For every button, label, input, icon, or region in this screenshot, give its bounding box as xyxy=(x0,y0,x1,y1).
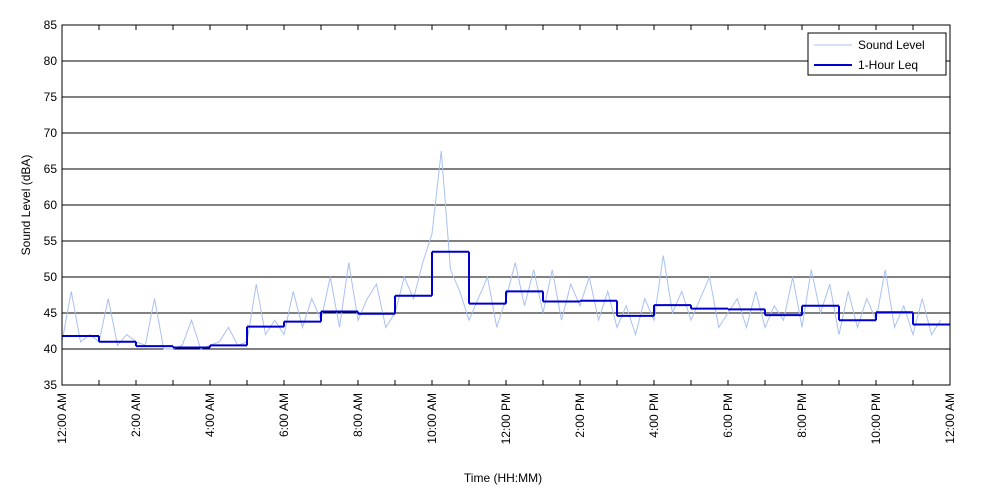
y-tick-label: 35 xyxy=(44,378,58,392)
y-tick-label: 50 xyxy=(44,270,58,284)
x-tick-label: 10:00 PM xyxy=(869,393,883,444)
y-tick-label: 60 xyxy=(44,198,58,212)
y-tick-label: 65 xyxy=(44,162,58,176)
x-tick-label: 10:00 AM xyxy=(425,393,439,444)
x-tick-label: 12:00 AM xyxy=(55,393,69,444)
legend-label: Sound Level xyxy=(858,38,925,52)
y-tick-label: 80 xyxy=(44,54,58,68)
y-tick-label: 55 xyxy=(44,234,58,248)
x-tick-label: 8:00 AM xyxy=(351,393,365,437)
y-axis-label: Sound Level (dBA) xyxy=(19,155,33,256)
legend-box xyxy=(807,32,947,76)
x-tick-label: 4:00 PM xyxy=(647,393,661,438)
x-tick-label: 6:00 AM xyxy=(277,393,291,437)
y-tick-label: 75 xyxy=(44,90,58,104)
y-tick-label: 40 xyxy=(44,342,58,356)
legend-label: 1-Hour Leq xyxy=(858,58,918,72)
x-tick-label: 2:00 AM xyxy=(129,393,143,437)
x-tick-label: 6:00 PM xyxy=(721,393,735,438)
x-tick-label: 8:00 PM xyxy=(795,393,809,438)
sound-level-line xyxy=(61,150,942,350)
x-tick-label: 12:00 AM xyxy=(943,393,957,444)
y-tick-label: 85 xyxy=(44,18,58,32)
y-tick-label: 70 xyxy=(44,126,58,140)
x-tick-label: 12:00 PM xyxy=(499,393,513,444)
x-tick-label: 2:00 PM xyxy=(573,393,587,438)
x-tick-label: 4:00 AM xyxy=(203,393,217,437)
y-tick-label: 45 xyxy=(44,306,58,320)
x-axis-label: Time (HH:MM) xyxy=(464,471,542,485)
plot-frame xyxy=(61,24,951,386)
